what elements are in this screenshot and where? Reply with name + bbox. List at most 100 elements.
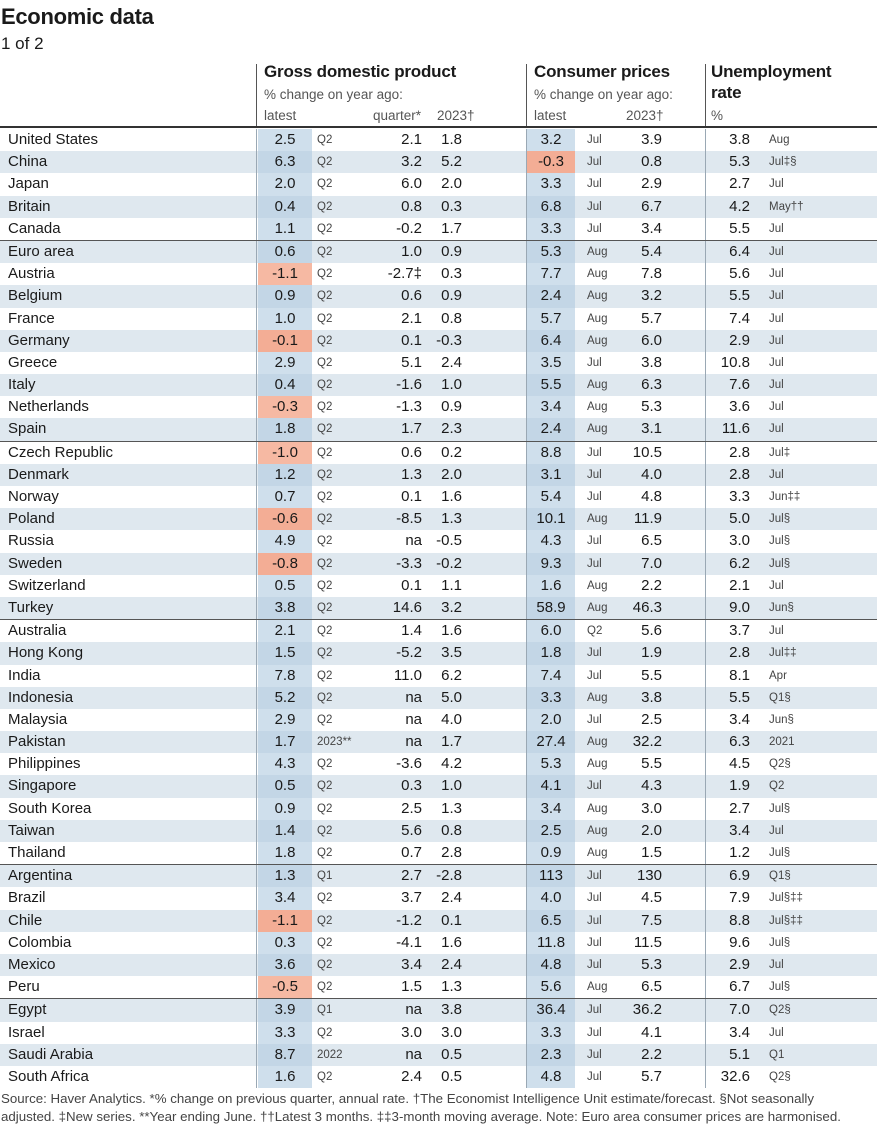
column-divider [256,953,257,977]
footer-line-1: Source: Haver Analytics. *% change on pr… [1,1091,815,1106]
column-divider [256,753,257,776]
column-divider [256,574,257,597]
header-gdp-latest: latest [264,108,297,123]
country-name: Chile [8,911,43,929]
gdp-2023: 3.0 [441,1023,462,1041]
country-name: Switzerland [8,576,86,594]
cpi-latest: 6.0 [527,620,575,643]
cpi-period: Jul [587,892,602,905]
table-row: Austria -1.1 Q2 -2.7‡ 0.3 7.7 Aug 7.8 5.6 Jul [0,263,877,286]
gdp-quarter: 2.1 [401,309,422,327]
cpi-2023: 5.5 [641,666,662,684]
cpi-latest: 2.4 [527,285,575,308]
column-divider [256,1065,257,1089]
cpi-latest: 7.4 [527,664,575,687]
unemployment-period: Jul [769,379,784,392]
unemployment-period: Jul [769,290,784,303]
cpi-2023: 6.5 [641,978,662,996]
cpi-period: Jul [587,669,602,682]
column-divider [256,151,257,174]
unemployment-period: Jul [769,423,784,436]
gdp-latest: 0.6 [258,240,312,264]
cpi-period: Aug [587,401,608,414]
cpi-latest: 6.8 [527,195,575,218]
cpi-2023: 6.5 [641,532,662,550]
column-divider [705,887,706,910]
unemployment-period: Jun‡‡ [769,491,801,503]
table-row: Turkey 3.8 Q2 14.6 3.2 58.9 Aug 46.3 9.0 Jun§ [0,596,877,620]
unemployment-rate: 3.4 [729,821,750,839]
cpi-latest: 9.3 [527,552,575,575]
gdp-period: Q2 [317,713,333,726]
cpi-period: Jul [587,1004,602,1017]
gdp-2023: 0.9 [441,398,462,416]
unemployment-rate: 7.4 [729,309,750,327]
gdp-quarter: 3.7 [401,889,422,907]
unemployment-period: Jul§ [769,513,791,526]
cpi-latest: 2.4 [527,418,575,441]
cpi-latest: 5.7 [527,307,575,330]
country-name: South Africa [8,1067,89,1085]
gdp-latest: 1.5 [258,642,312,665]
footer-line-2: adjusted. ‡New series. **Year ending Jun… [1,1109,841,1124]
unemployment-rate: 5.1 [729,1045,750,1063]
gdp-latest: -1.1 [258,909,312,932]
gdp-period: Q2 [317,178,333,191]
column-divider [705,775,706,798]
column-divider [526,1043,527,1066]
country-name: Singapore [8,777,77,795]
column-divider [526,887,527,910]
gdp-quarter: 0.8 [401,197,422,215]
table-row: Britain 0.4 Q2 0.8 0.3 6.8 Jul 6.7 4.2 May†† [0,195,877,218]
column-divider [526,686,527,709]
column-divider [526,151,527,174]
gdp-2023: 1.0 [441,376,462,394]
gdp-2023: 3.5 [441,644,462,662]
column-divider [705,620,706,643]
unemployment-rate: 5.5 [729,219,750,237]
column-divider [526,374,527,397]
gdp-2023: 4.2 [441,755,462,773]
unemployment-period: Jul [769,222,784,235]
gdp-latest: 2.9 [258,351,312,375]
unemployment-period: Q2§ [769,1070,791,1083]
unemployment-period: Q1§ [769,691,791,704]
cpi-2023: 2.2 [641,1045,662,1063]
column-divider [526,596,527,620]
table-row: Spain 1.8 Q2 1.7 2.3 2.4 Aug 3.1 11.6 Jul [0,418,877,441]
gdp-quarter: na [405,688,422,706]
gdp-period: Q2 [317,334,333,347]
gdp-quarter: -5.2 [396,644,422,662]
column-divider [705,240,706,264]
gdp-2023: -2.8 [436,867,462,885]
gdp-2023: 1.6 [441,933,462,951]
country-name: Japan [8,175,49,193]
column-divider [256,263,257,286]
gdp-latest: 1.7 [258,731,312,754]
column-divider [256,1021,257,1044]
gdp-quarter: 2.5 [401,799,422,817]
column-divider [256,620,257,643]
gdp-period: Q2 [317,958,333,971]
cpi-latest: 1.8 [527,642,575,665]
country-name: Austria [8,265,55,283]
unemployment-period: Jul [769,245,784,258]
gdp-quarter: 11.0 [393,666,422,684]
table-row: Sweden -0.8 Q2 -3.3 -0.2 9.3 Jul 7.0 6.2 Jul§ [0,552,877,575]
cpi-2023: 1.5 [641,844,662,861]
column-divider [705,731,706,754]
column-divider [526,708,527,732]
country-name: Colombia [8,933,72,951]
country-name: Australia [8,622,67,640]
gdp-latest: 0.5 [258,574,312,597]
gdp-latest: 3.8 [258,596,312,620]
gdp-latest: 4.9 [258,530,312,553]
cpi-2023: 4.1 [641,1023,662,1041]
unemployment-period: Jul§ [769,535,791,548]
cpi-latest: 4.3 [527,530,575,553]
column-divider [256,329,257,352]
country-name: Mexico [8,955,56,973]
column-divider [526,530,527,553]
cpi-2023: 1.9 [641,644,662,662]
gdp-2023: 0.5 [441,1067,462,1085]
